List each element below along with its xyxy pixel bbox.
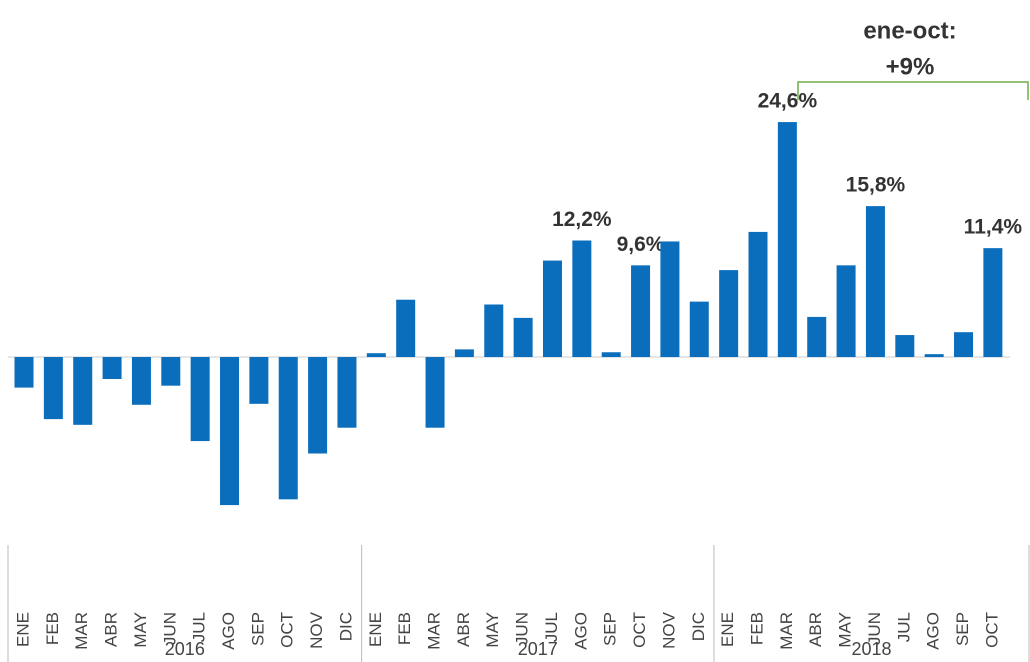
bar (924, 354, 944, 358)
x-tick-label: OCT (982, 612, 1001, 648)
bar (865, 206, 885, 358)
bar (425, 357, 445, 428)
x-tick-label: ABR (102, 612, 121, 647)
x-tick-label: MAR (72, 612, 91, 650)
bar (719, 270, 739, 358)
x-tick-label: MAR (425, 612, 444, 650)
x-tick-label: ENE (366, 612, 385, 647)
bar (190, 357, 210, 442)
x-tick-label: FEB (747, 612, 766, 645)
x-tick-label: SEP (601, 612, 620, 646)
bar (308, 357, 328, 454)
bar (895, 335, 915, 358)
x-tick-label: AGO (219, 612, 238, 650)
x-tick-label: ABR (806, 612, 825, 647)
value-label: 15,8% (846, 174, 906, 197)
bar (777, 122, 797, 358)
group-label: 2018 (851, 639, 891, 659)
x-tick-label: JUN (160, 612, 179, 645)
annotation: +9% (886, 53, 935, 80)
bar (131, 357, 151, 405)
value-label: 24,6% (758, 90, 818, 113)
x-tick-label: MAR (777, 612, 796, 650)
bar (572, 240, 592, 358)
bar (220, 357, 240, 506)
bar (337, 357, 357, 428)
bar (631, 265, 651, 358)
group-label: 2017 (518, 639, 558, 659)
bar (601, 352, 621, 358)
value-label: 12,2% (552, 208, 612, 231)
x-tick-label: ABR (454, 612, 473, 647)
bar (484, 304, 504, 358)
bar (542, 260, 562, 358)
x-tick-label: ENE (13, 612, 32, 647)
x-tick-label: SEP (953, 612, 972, 646)
x-tick-label: JUL (190, 612, 209, 642)
bar (807, 316, 827, 358)
bar (161, 357, 181, 386)
bar (14, 357, 34, 388)
bar (366, 353, 386, 358)
value-label: 11,4% (964, 216, 1023, 239)
annotation: ene-oct: (863, 17, 956, 44)
bar (249, 357, 269, 404)
x-tick-label: AGO (924, 612, 943, 650)
x-tick-label: DIC (336, 612, 355, 641)
bar (748, 231, 768, 358)
bar (660, 241, 680, 358)
bar (278, 357, 298, 500)
x-tick-label: OCT (630, 612, 649, 648)
bar (102, 357, 122, 379)
x-tick-label: MAY (836, 612, 855, 648)
bar (983, 248, 1003, 358)
x-tick-label: FEB (43, 612, 62, 645)
x-tick-label: NOV (659, 611, 678, 649)
bracket (797, 81, 1029, 100)
group-label: 2016 (165, 639, 205, 659)
x-tick-label: MAY (131, 612, 150, 648)
x-tick-label: SEP (248, 612, 267, 646)
bar (513, 317, 533, 358)
x-tick-label: DIC (689, 612, 708, 641)
x-tick-label: AGO (571, 612, 590, 650)
x-tick-label: FEB (395, 612, 414, 645)
x-tick-label: JUL (542, 612, 561, 642)
x-tick-label: JUN (865, 612, 884, 645)
bar (689, 301, 709, 358)
bar (836, 265, 856, 358)
bar (73, 357, 93, 425)
value-label: 9,6% (617, 233, 665, 256)
bar (454, 349, 474, 358)
x-tick-label: OCT (278, 612, 297, 648)
bar (396, 299, 416, 358)
x-tick-label: NOV (307, 611, 326, 649)
x-tick-label: MAY (483, 612, 502, 648)
x-tick-label: ENE (718, 612, 737, 647)
x-tick-label: JUN (513, 612, 532, 645)
bar (954, 332, 974, 358)
x-tick-label: JUL (894, 612, 913, 642)
bar (43, 357, 63, 420)
